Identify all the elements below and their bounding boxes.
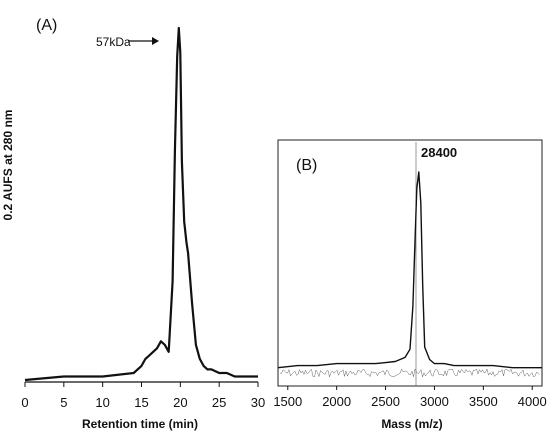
chart-a-x-tick-label: 20 [173,395,187,410]
chart-a-x-tick-label: 30 [251,395,265,410]
chart-a-x-title: Retention time (min) [82,417,198,431]
chart-b-x-tick-label: 3000 [420,394,449,409]
chart-a-annotation: 57kDa [96,35,131,49]
chart-a-series-line [24,26,258,382]
chart-a-annotation-arrowhead [152,37,159,45]
chart-a-panel-label: (A) [36,17,57,34]
chart-b-x-tick-label: 4000 [518,394,547,409]
chart-b-x-title: Mass (m/z) [381,417,442,431]
chart-a-x-tick-label: 5 [60,395,67,410]
chart-b-noise-trace [279,368,540,378]
chart-b-series-line [277,171,542,369]
chart-a-x-tick-label: 10 [95,395,109,410]
chart-b: 1500 2000 2500 3000 3500 4000 (B) 28400 Mass … [273,139,547,431]
chart-a-x-tick-label: 0 [21,395,28,410]
chart-a: 0 5 10 15 20 25 30 (A) 57kDa Retention time (m… [1,17,265,431]
chart-b-x-tick-label: 2000 [322,394,351,409]
chart-a-y-title: 0.2 AUFS at 280 nm [1,110,15,221]
chart-b-x-tick-label: 2500 [371,394,400,409]
chart-b-x-tick-label: 1500 [273,394,302,409]
chart-b-x-tick-label: 3500 [469,394,498,409]
chart-b-panel-label: (B) [296,157,317,174]
chart-b-annotation: 28400 [421,145,457,160]
chart-a-x-tick-label: 15 [134,395,148,410]
chart-a-x-tick-label: 25 [212,395,226,410]
